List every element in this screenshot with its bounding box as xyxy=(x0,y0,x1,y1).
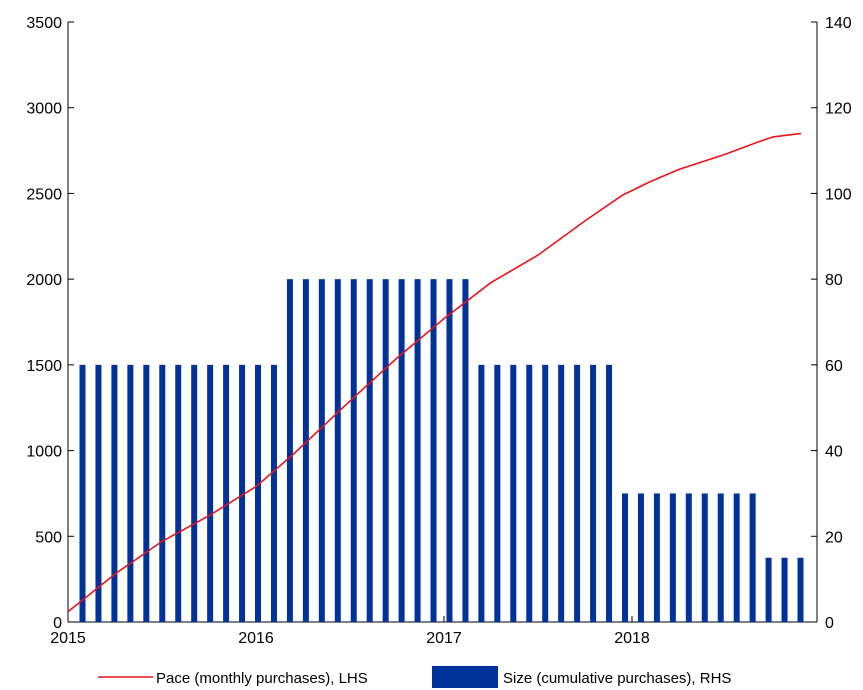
bar xyxy=(590,364,597,622)
bar xyxy=(414,279,421,622)
bar xyxy=(494,364,501,622)
bar xyxy=(462,279,469,622)
pace-line xyxy=(67,132,802,613)
y-right-tick-label: 80 xyxy=(825,272,843,289)
y-right-tick-label: 0 xyxy=(825,615,834,632)
bar xyxy=(542,364,549,622)
legend-label-pace: Pace (monthly purchases), LHS xyxy=(156,670,368,687)
x-tick-label: 2017 xyxy=(426,630,462,647)
bar xyxy=(79,364,86,622)
legend-bar-swatch xyxy=(432,666,498,688)
y-right-tick-label: 60 xyxy=(825,358,843,375)
bar xyxy=(255,364,262,622)
legend-label-size: Size (cumulative purchases), RHS xyxy=(503,670,731,687)
x-tick-label: 2016 xyxy=(238,630,274,647)
y-left-tick-label: 3500 xyxy=(26,15,62,32)
bar xyxy=(558,364,565,622)
y-right-tick-label: 120 xyxy=(825,101,852,118)
bar xyxy=(350,279,357,622)
bar xyxy=(749,493,756,622)
y-left-tick-label: 1500 xyxy=(26,358,62,375)
y-left-tick-label: 0 xyxy=(53,615,62,632)
bar xyxy=(366,279,373,622)
bar xyxy=(302,279,309,622)
bar xyxy=(606,364,613,622)
bar xyxy=(621,493,628,622)
bar xyxy=(159,364,166,622)
y-right-tick-label: 100 xyxy=(825,186,852,203)
bar xyxy=(430,279,437,622)
bar xyxy=(175,364,182,622)
bar xyxy=(318,279,325,622)
bar xyxy=(765,557,772,622)
bar xyxy=(95,364,102,622)
bar xyxy=(685,493,692,622)
y-left-tick-label: 2500 xyxy=(26,186,62,203)
bar xyxy=(191,364,198,622)
y-right-tick-label: 140 xyxy=(825,15,852,32)
y-left-tick-label: 1000 xyxy=(26,444,62,461)
bar xyxy=(334,279,341,622)
line-series xyxy=(67,132,802,613)
bar xyxy=(669,493,676,622)
y-left-tick-label: 3000 xyxy=(26,101,62,118)
bar xyxy=(127,364,134,622)
bar xyxy=(526,364,533,622)
bar xyxy=(637,493,644,622)
bar-series xyxy=(79,279,804,622)
bar xyxy=(653,493,660,622)
bar xyxy=(574,364,581,622)
bar xyxy=(510,364,517,622)
y-left-tick-label: 500 xyxy=(35,529,62,546)
y-right-tick-label: 20 xyxy=(825,529,843,546)
bar xyxy=(781,557,788,622)
legend: Pace (monthly purchases), LHS Size (cumu… xyxy=(98,666,731,688)
bar xyxy=(398,279,405,622)
bar xyxy=(797,557,804,622)
y-right-tick-label: 40 xyxy=(825,444,843,461)
x-tick-label: 2018 xyxy=(614,630,650,647)
bar xyxy=(239,364,246,622)
x-tick-label: 2015 xyxy=(50,630,86,647)
bar xyxy=(446,279,453,622)
bar xyxy=(286,279,293,622)
y-left-tick-label: 2000 xyxy=(26,272,62,289)
bar xyxy=(143,364,150,622)
bar xyxy=(223,364,230,622)
axes: 0 500 1000 1500 2000 2500 3000 3500 0 20 40 60 80 100… xyxy=(26,15,851,647)
bar xyxy=(382,279,389,622)
bar xyxy=(111,364,118,622)
bar xyxy=(207,364,214,622)
bar xyxy=(717,493,724,622)
bar xyxy=(270,364,277,622)
bar xyxy=(701,493,708,622)
bar xyxy=(478,364,485,622)
bar xyxy=(733,493,740,622)
